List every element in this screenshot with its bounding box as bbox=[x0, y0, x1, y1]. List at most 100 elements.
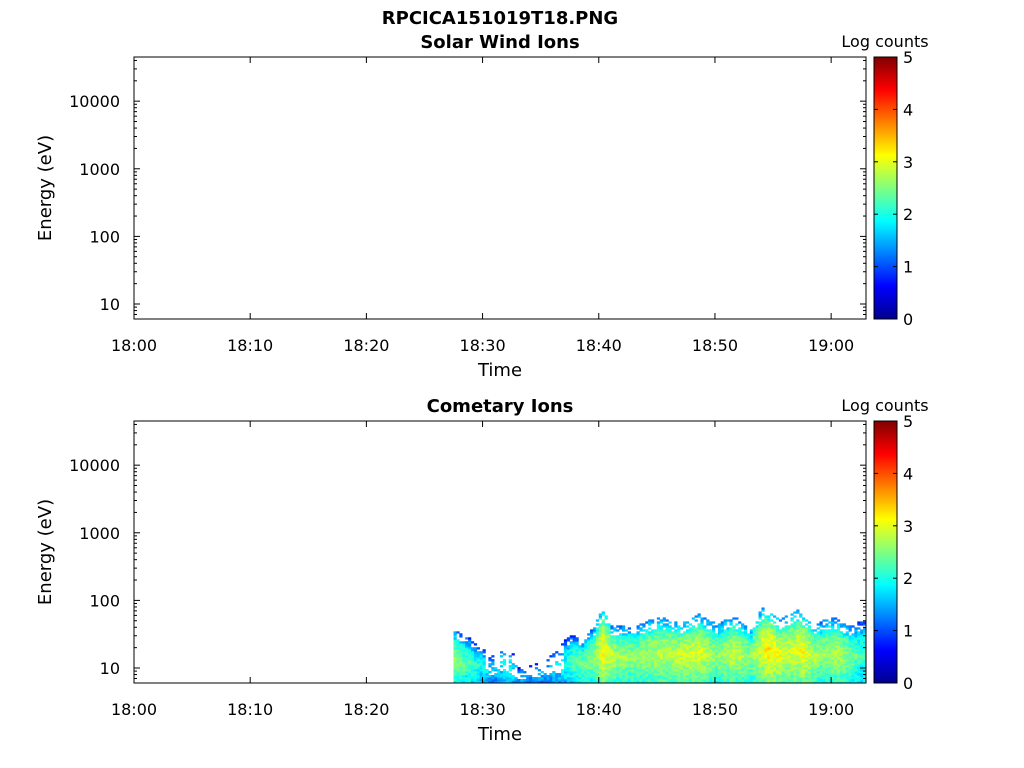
spectrogram-cell bbox=[709, 653, 713, 656]
spectrogram-cell bbox=[717, 669, 722, 672]
spectrogram-cell bbox=[746, 673, 751, 676]
spectrogram-cell bbox=[610, 653, 614, 656]
spectrogram-cell bbox=[851, 675, 855, 678]
x-tick-label: 18:50 bbox=[692, 336, 738, 355]
spectrogram-cell bbox=[604, 649, 608, 652]
spectrogram-cell bbox=[732, 681, 736, 684]
spectrogram-cell bbox=[802, 671, 806, 674]
spectrogram-cell bbox=[726, 635, 730, 638]
spectrogram-cell bbox=[610, 625, 614, 628]
spectrogram-cell bbox=[700, 627, 704, 630]
spectrogram-cell bbox=[807, 651, 812, 654]
spectrogram-cell bbox=[581, 659, 585, 662]
spectrogram-cell bbox=[764, 677, 768, 680]
spectrogram-cell bbox=[746, 651, 751, 654]
spectrogram-cell bbox=[767, 625, 771, 628]
spectrogram-cell bbox=[462, 647, 466, 650]
spectrogram-cell bbox=[479, 659, 483, 662]
spectrogram-cell bbox=[473, 643, 478, 646]
x-tick-label: 18:10 bbox=[227, 700, 273, 719]
spectrogram-cell bbox=[500, 661, 504, 664]
spectrogram-cell bbox=[665, 665, 669, 668]
spectrogram-cell bbox=[595, 641, 600, 644]
spectrogram-cell bbox=[857, 655, 861, 658]
spectrogram-cell bbox=[694, 659, 698, 662]
spectrogram-cell bbox=[558, 681, 562, 684]
spectrogram-cell bbox=[619, 663, 623, 666]
spectrogram-cell bbox=[508, 673, 512, 676]
spectrogram-cell bbox=[828, 681, 832, 684]
spectrogram-cell bbox=[485, 679, 489, 682]
spectrogram-cell bbox=[622, 659, 626, 662]
spectrogram-cell bbox=[773, 679, 777, 682]
spectrogram-cell bbox=[729, 649, 733, 652]
spectrogram-cell bbox=[688, 681, 693, 684]
spectrogram-cell bbox=[802, 667, 806, 670]
spectrogram-cell bbox=[653, 675, 658, 678]
spectrogram-cell bbox=[642, 677, 646, 680]
spectrogram-cell bbox=[459, 655, 463, 658]
spectrogram-cell bbox=[537, 673, 541, 676]
spectrogram-cell bbox=[703, 651, 707, 654]
spectrogram-cell bbox=[497, 681, 501, 684]
spectrogram-cell bbox=[677, 657, 681, 660]
spectrogram-cell bbox=[607, 623, 611, 626]
spectrogram-cell bbox=[831, 651, 835, 654]
spectrogram-cell bbox=[665, 645, 669, 648]
spectrogram-cell bbox=[665, 669, 669, 672]
spectrogram-cell bbox=[633, 681, 637, 684]
spectrogram-cell bbox=[726, 661, 730, 664]
spectrogram-cell bbox=[732, 639, 736, 642]
spectrogram-cell bbox=[752, 661, 756, 664]
spectrogram-cell bbox=[598, 669, 602, 672]
spectrogram-cell bbox=[697, 623, 701, 626]
spectrogram-cell bbox=[683, 631, 687, 634]
spectrogram-cell bbox=[671, 653, 675, 656]
spectrogram-cell bbox=[648, 645, 652, 648]
spectrogram-cell bbox=[790, 651, 794, 654]
spectrogram-cell bbox=[680, 633, 684, 636]
spectrogram-cell bbox=[619, 655, 623, 658]
spectrogram-cell bbox=[717, 633, 722, 636]
spectrogram-cell bbox=[712, 665, 716, 668]
spectrogram-cell bbox=[476, 671, 480, 674]
spectrogram-cell bbox=[709, 623, 713, 626]
spectrogram-cell bbox=[662, 629, 666, 632]
spectrogram-cell bbox=[680, 627, 684, 630]
spectrogram-cell bbox=[590, 649, 594, 652]
spectrogram-cell bbox=[627, 627, 632, 630]
spectrogram-cell bbox=[459, 651, 463, 654]
spectrogram-cell bbox=[805, 673, 809, 676]
spectrogram-cell bbox=[648, 651, 652, 654]
spectrogram-cell bbox=[651, 629, 655, 632]
spectrogram-cell bbox=[773, 615, 777, 618]
spectrogram-cell bbox=[819, 625, 823, 628]
spectrogram-cell bbox=[767, 647, 771, 650]
spectrogram-cell bbox=[639, 645, 643, 648]
spectrogram-cell bbox=[764, 639, 768, 642]
spectrogram-cell bbox=[799, 621, 803, 624]
spectrogram-cell bbox=[839, 681, 844, 684]
spectrogram-cell bbox=[770, 613, 774, 616]
spectrogram-cell bbox=[648, 671, 652, 674]
spectrogram-cell bbox=[793, 631, 797, 634]
spectrogram-cell bbox=[700, 649, 704, 652]
spectrogram-cell bbox=[767, 643, 771, 646]
spectrogram-cell bbox=[587, 653, 591, 656]
spectrogram-cell bbox=[505, 677, 510, 680]
spectrogram-cell bbox=[685, 653, 690, 656]
spectrogram-cell bbox=[680, 679, 684, 682]
spectrogram-cell bbox=[842, 679, 846, 682]
spectrogram-cell bbox=[755, 675, 759, 678]
spectrogram-cell bbox=[563, 677, 568, 680]
spectrogram-cell bbox=[720, 643, 724, 646]
spectrogram-cell bbox=[770, 661, 774, 664]
spectrogram-cell bbox=[601, 645, 605, 648]
spectrogram-cell bbox=[662, 665, 666, 668]
spectrogram-cell bbox=[816, 623, 820, 626]
spectrogram-cell bbox=[828, 669, 832, 672]
spectrogram-cell bbox=[793, 653, 797, 656]
spectrogram-cell bbox=[639, 637, 643, 640]
spectrogram-cell bbox=[758, 659, 762, 662]
spectrogram-cell bbox=[717, 675, 722, 678]
